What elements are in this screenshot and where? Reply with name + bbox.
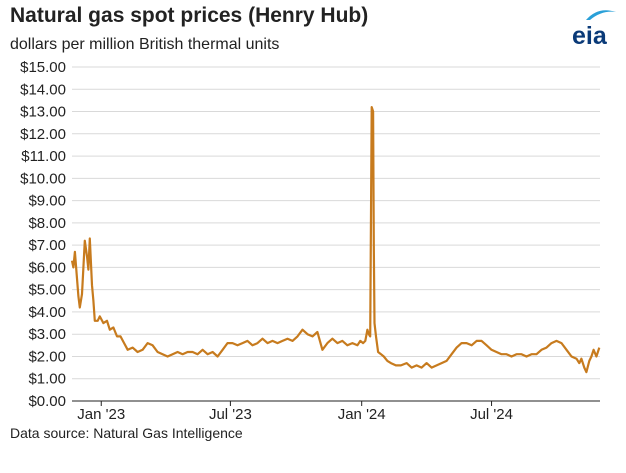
- y-tick-label: $10.00: [20, 170, 66, 187]
- y-tick-label: $9.00: [28, 193, 66, 210]
- y-tick-label: $4.00: [28, 304, 66, 321]
- series-layer: [70, 105, 601, 374]
- x-tick-label: Jul '23: [209, 406, 252, 423]
- y-tick-label: $2.00: [28, 348, 66, 365]
- y-tick-label: $5.00: [28, 282, 66, 299]
- y-tick-label: $8.00: [28, 215, 66, 232]
- y-tick-label: $14.00: [20, 81, 66, 98]
- eia-logo: eia: [572, 10, 616, 48]
- x-tick-label: Jan '24: [338, 406, 386, 423]
- x-axis-ticks: Jan '23 Jul '23 Jan '24 Jul '24: [77, 401, 513, 423]
- y-tick-label: $0.00: [28, 393, 66, 410]
- y-tick-label: $3.00: [28, 326, 66, 343]
- data-source-note: Data source: Natural Gas Intelligence: [10, 425, 243, 441]
- y-tick-label: $15.00: [20, 59, 66, 76]
- y-axis-ticks: $0.00 $1.00 $2.00 $3.00 $4.00 $5.00 $6.00 $7.00…: [20, 59, 66, 410]
- y-tick-label: $1.00: [28, 371, 66, 388]
- y-tick-label: $13.00: [20, 104, 66, 121]
- eia-logo-text: eia: [572, 22, 608, 48]
- y-tick-label: $11.00: [21, 148, 66, 165]
- chart-title: Natural gas spot prices (Henry Hub): [10, 4, 369, 27]
- chart-subtitle: dollars per million British thermal unit…: [10, 36, 280, 53]
- y-tick-label: $7.00: [28, 237, 66, 254]
- henry-hub-price-line: [70, 105, 601, 374]
- x-tick-label: Jan '23: [77, 406, 125, 423]
- eia-logo-swoosh: [586, 10, 616, 20]
- grid-lines: [72, 66, 600, 380]
- y-tick-label: $12.00: [20, 126, 66, 143]
- x-tick-label: Jul '24: [470, 406, 513, 423]
- y-tick-label: $6.00: [28, 259, 66, 276]
